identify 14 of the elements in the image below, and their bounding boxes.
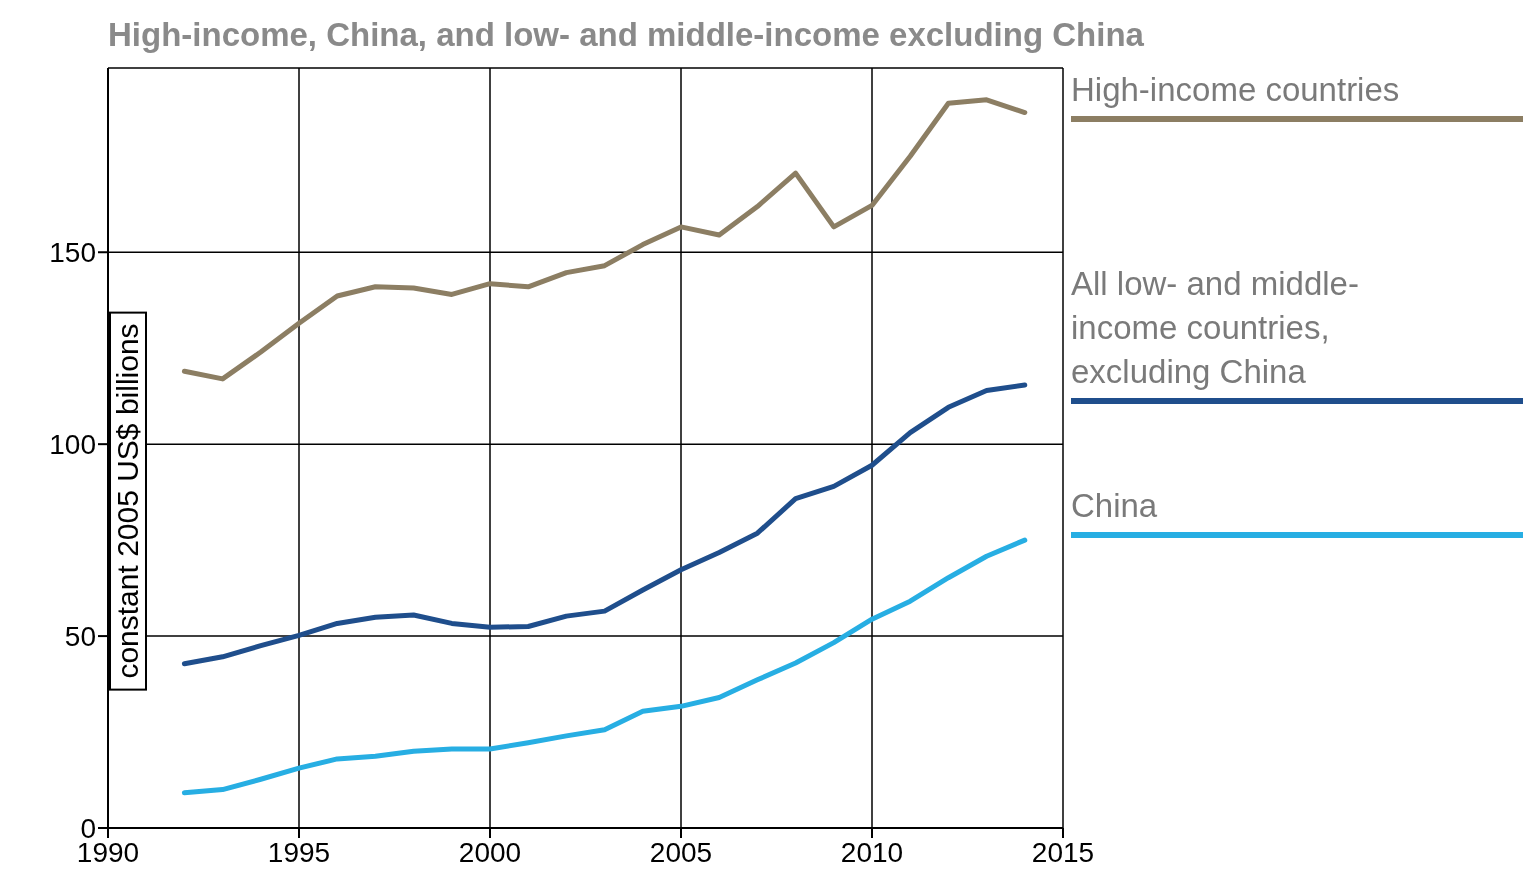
- series-label: China: [1071, 486, 1159, 526]
- x-tick-label: 2005: [649, 836, 713, 868]
- x-tick-label: 1995: [267, 836, 331, 868]
- y-tick-label: 100: [49, 429, 96, 461]
- series-label: All low- and middle-income countries, excluding China: [1071, 264, 1360, 392]
- y-tick-label: 150: [49, 237, 96, 269]
- y-tick-label: 0: [80, 812, 96, 844]
- y-tick-label: 50: [64, 621, 96, 653]
- x-tick-label: 2015: [1031, 836, 1095, 868]
- chart-title: High-income, China, and low- and middle-income excluding China: [108, 16, 1144, 54]
- series-label: High-income countries: [1071, 70, 1401, 110]
- x-tick-label: 2000: [458, 836, 522, 868]
- x-tick-label: 2010: [840, 836, 904, 868]
- y-axis-title: constant 2005 US$ billions: [109, 311, 147, 691]
